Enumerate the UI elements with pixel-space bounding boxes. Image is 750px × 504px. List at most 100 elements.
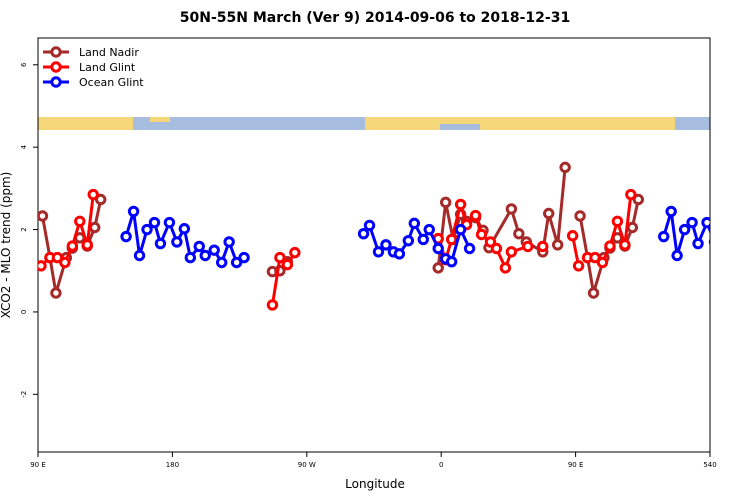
data-point (432, 242, 444, 255)
data-point (184, 251, 197, 264)
legend-label: Land Nadir (79, 46, 139, 59)
data-point (692, 237, 704, 250)
legend-label: Land Glint (79, 61, 136, 74)
data-point (505, 246, 518, 258)
data-point (611, 215, 624, 228)
data-point (559, 161, 571, 174)
data-point (632, 193, 645, 206)
data-point (223, 236, 235, 248)
data-point (199, 249, 211, 262)
data-point (708, 238, 710, 246)
legend-label: Ocean Glint (79, 76, 144, 89)
data-point (505, 203, 518, 215)
data-point (274, 251, 286, 264)
data-point (701, 216, 710, 229)
data-point (566, 230, 579, 242)
data-point (543, 207, 555, 220)
data-point (193, 240, 205, 253)
data-point (589, 251, 601, 264)
data-point (380, 239, 392, 251)
data-point (402, 234, 415, 247)
series-line (41, 167, 640, 294)
data-point (678, 223, 691, 236)
data-point (74, 215, 86, 228)
x-tick-label: 90 E (568, 461, 584, 469)
data-point (469, 209, 482, 222)
data-point (89, 221, 101, 234)
data-point (38, 210, 49, 222)
data-point (87, 188, 99, 201)
data-point (454, 223, 467, 236)
y-tick-label: -2 (20, 391, 28, 398)
data-point (215, 256, 228, 269)
y-tick-label: 0 (20, 310, 28, 314)
x-tick-label: 90 W (298, 461, 316, 469)
data-point (658, 230, 670, 243)
data-point (38, 260, 47, 272)
data-point (171, 236, 183, 248)
data-point (148, 216, 161, 229)
x-tick-label: 540 (703, 461, 716, 469)
data-point (363, 219, 376, 232)
data-point (266, 299, 279, 311)
data-point (95, 193, 107, 206)
data-point (408, 217, 421, 230)
data-point (127, 205, 140, 218)
data-point (439, 196, 452, 209)
data-point (484, 236, 497, 248)
legend-marker (50, 61, 62, 73)
x-axis-label: Longitude (345, 477, 405, 491)
data-point (133, 249, 146, 262)
data-point (445, 255, 458, 268)
data-point (619, 239, 631, 251)
data-point (230, 256, 243, 269)
data-point (596, 256, 609, 269)
data-point (551, 239, 564, 251)
legend-marker (50, 46, 62, 58)
data-point (154, 237, 167, 250)
data-point (178, 223, 191, 235)
data-point (604, 240, 616, 252)
data-point (625, 188, 637, 201)
y-axis-label: XCO2 - MLO trend (ppm) (0, 172, 13, 319)
data-point (463, 242, 476, 255)
chart-title: 50N-55N March (Ver 9) 2014-09-06 to 2018… (180, 10, 570, 26)
data-point (432, 262, 444, 274)
data-point (417, 233, 429, 246)
plot-area (38, 161, 710, 311)
data-point (357, 227, 370, 240)
y-tick-label: 4 (20, 144, 28, 149)
data-point (671, 249, 683, 262)
data-point (499, 262, 512, 274)
data-point (50, 287, 62, 299)
data-point (522, 240, 534, 253)
data-point (445, 233, 458, 246)
data-point (281, 258, 294, 271)
data-point (475, 228, 488, 241)
data-point (238, 251, 250, 264)
data-point (665, 205, 677, 218)
data-point (572, 260, 585, 272)
y-tick-label: 6 (20, 62, 28, 67)
data-point (490, 242, 503, 255)
data-point (423, 223, 435, 236)
map-strip (38, 117, 710, 130)
x-tick-label: 90 E (30, 461, 46, 469)
data-point (120, 230, 132, 243)
data-point (537, 240, 549, 253)
y-tick-label: 2 (20, 227, 28, 231)
data-point (163, 216, 176, 229)
data-point (686, 216, 698, 229)
data-point (59, 256, 71, 269)
data-point (141, 223, 153, 236)
data-point (393, 248, 406, 260)
x-tick-label: 180 (166, 461, 179, 469)
data-point (587, 287, 600, 299)
data-point (289, 246, 301, 259)
data-point (372, 246, 385, 258)
data-point (51, 251, 64, 264)
x-tick-label: 0 (439, 461, 443, 469)
data-point (513, 227, 525, 240)
data-point (626, 221, 639, 234)
